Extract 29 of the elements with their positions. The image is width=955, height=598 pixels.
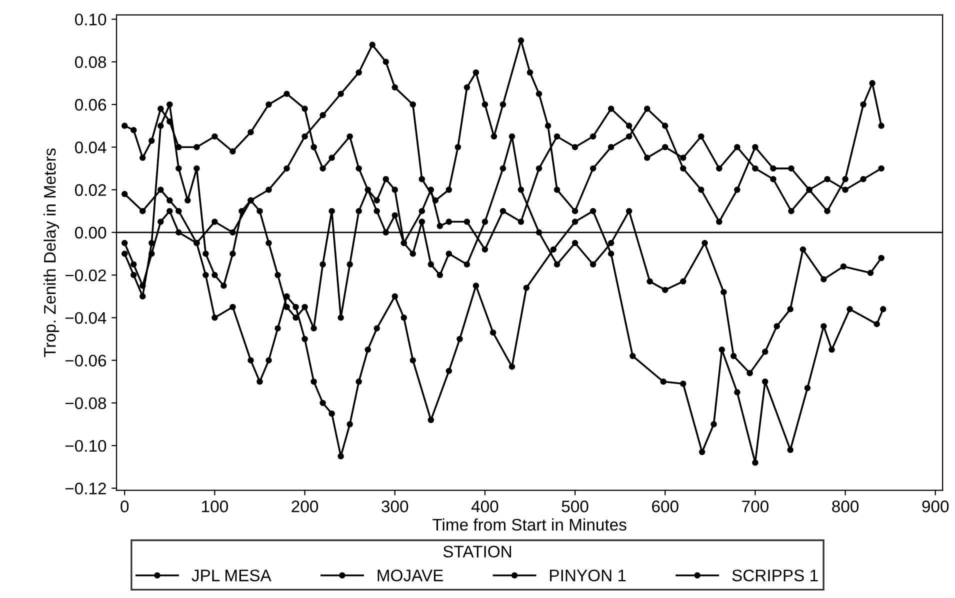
y-tick-label: 0.00 — [75, 226, 106, 239]
x-tick-label: 300 — [382, 500, 408, 512]
x-tick-label: 400 — [471, 500, 498, 512]
y-tick-label: 0.04 — [75, 142, 106, 154]
legend-label: JPL MESA — [192, 570, 272, 582]
y-tick-label: −0.10 — [65, 440, 106, 452]
y-tick-label: −0.04 — [65, 312, 106, 324]
y-tick-label: 0.02 — [75, 184, 106, 196]
y-tick-label: 0.08 — [75, 56, 106, 68]
x-tick-label: 600 — [652, 500, 678, 512]
legend-label: PINYON 1 — [550, 570, 626, 582]
x-tick-label: 0 — [120, 500, 129, 512]
x-tick-label: 500 — [562, 500, 588, 512]
y-axis-title: Trop. Zenith Delay in Meters — [44, 148, 60, 358]
y-tick-label: −0.08 — [65, 397, 106, 410]
x-tick-label: 900 — [922, 500, 949, 512]
y-tick-label: 0.06 — [75, 98, 106, 111]
legend-title: STATION — [443, 546, 512, 558]
x-tick-label: 700 — [742, 500, 768, 512]
y-tick-label: −0.12 — [65, 482, 106, 494]
legend-label: SCRIPPS 1 — [732, 570, 818, 582]
y-tick-label: 0.10 — [75, 14, 106, 26]
x-tick-label: 200 — [292, 500, 318, 512]
y-tick-label: −0.02 — [65, 269, 106, 282]
x-tick-label: 800 — [832, 500, 859, 512]
x-axis-title: Time from Start in Minutes — [432, 518, 626, 531]
legend-label: MOJAVE — [378, 570, 443, 582]
y-tick-label: −0.06 — [65, 354, 106, 367]
x-tick-label: 100 — [202, 500, 228, 512]
